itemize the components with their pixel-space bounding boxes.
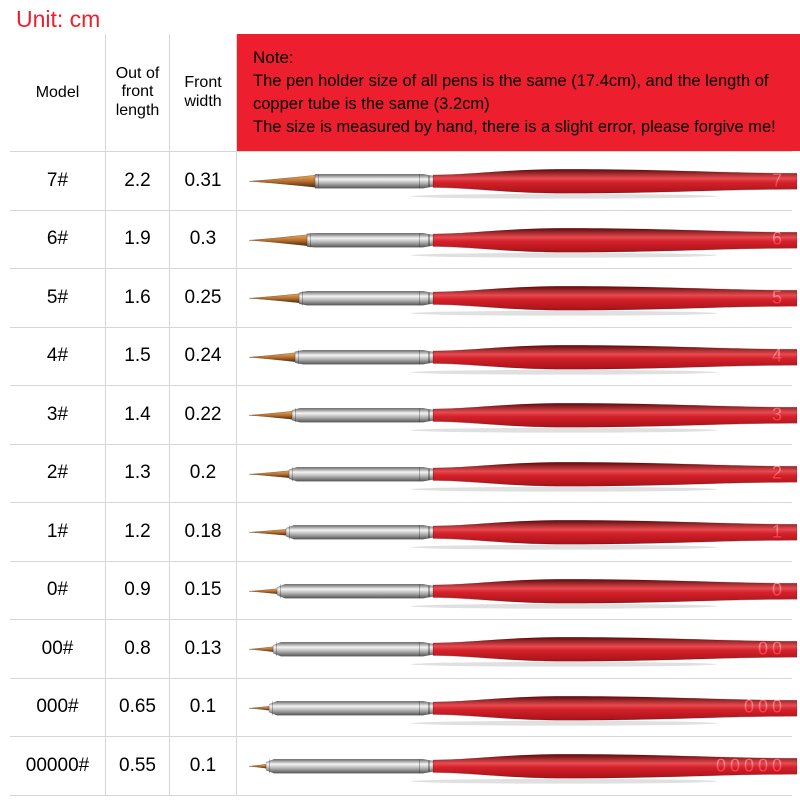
note-label: Note: bbox=[253, 46, 784, 70]
cell-front-width: 0.15 bbox=[170, 562, 237, 620]
cell-model: 3# bbox=[10, 386, 106, 444]
handle-size-label: 3 bbox=[772, 404, 786, 425]
cell-front-width: 0.31 bbox=[170, 152, 237, 210]
brush-icon bbox=[237, 386, 797, 445]
table-body: 7# 2.2 0.31 bbox=[10, 152, 792, 796]
cell-front-length: 0.8 bbox=[106, 620, 170, 678]
table-row: 00# 0.8 0.13 bbox=[10, 620, 792, 679]
cell-model: 5# bbox=[10, 269, 106, 327]
cell-model: 1# bbox=[10, 503, 106, 561]
cell-front-length: 0.65 bbox=[106, 679, 170, 737]
handle-size-label: 4 bbox=[772, 346, 786, 367]
brush-icon bbox=[237, 211, 797, 270]
brush-illustration: 00 bbox=[237, 620, 792, 678]
brush-icon bbox=[237, 620, 797, 679]
brush-illustration: 4 bbox=[237, 328, 792, 386]
cell-front-width: 0.13 bbox=[170, 620, 237, 678]
brush-icon bbox=[237, 562, 797, 621]
note-line-1: The pen holder size of all pens is the s… bbox=[253, 70, 784, 116]
cell-model: 00# bbox=[10, 620, 106, 678]
brush-illustration: 2 bbox=[237, 445, 792, 503]
cell-front-length: 1.5 bbox=[106, 328, 170, 386]
cell-front-length: 1.2 bbox=[106, 503, 170, 561]
cell-front-width: 0.1 bbox=[170, 737, 237, 795]
cell-front-length: 1.6 bbox=[106, 269, 170, 327]
note-box: Note: The pen holder size of all pens is… bbox=[237, 34, 800, 151]
table-row: 7# 2.2 0.31 bbox=[10, 152, 792, 211]
cell-model: 000# bbox=[10, 679, 106, 737]
handle-size-label: 000 bbox=[744, 697, 786, 718]
handle-size-label: 7 bbox=[772, 170, 786, 191]
cell-front-width: 0.1 bbox=[170, 679, 237, 737]
cell-front-length: 2.2 bbox=[106, 152, 170, 210]
cell-front-length: 1.4 bbox=[106, 386, 170, 444]
table-row: 1# 1.2 0.18 bbox=[10, 503, 792, 562]
handle-size-label: 1 bbox=[772, 521, 786, 542]
header-front-width: Front width bbox=[170, 34, 237, 151]
brush-icon bbox=[237, 269, 797, 328]
handle-size-label: 00000 bbox=[716, 755, 786, 776]
unit-label: Unit: cm bbox=[16, 6, 100, 33]
brush-illustration: 0 bbox=[237, 562, 792, 620]
brush-illustration: 1 bbox=[237, 503, 792, 561]
table-row: 4# 1.5 0.24 bbox=[10, 328, 792, 387]
cell-front-length: 0.55 bbox=[106, 737, 170, 795]
note-line-2: The size is measured by hand, there is a… bbox=[253, 116, 784, 139]
cell-front-width: 0.24 bbox=[170, 328, 237, 386]
cell-model: 4# bbox=[10, 328, 106, 386]
cell-model: 7# bbox=[10, 152, 106, 210]
cell-front-width: 0.22 bbox=[170, 386, 237, 444]
table-row: 0# 0.9 0.15 bbox=[10, 562, 792, 621]
table-row: 6# 1.9 0.3 bbox=[10, 211, 792, 270]
brush-illustration: 6 bbox=[237, 211, 792, 269]
cell-model: 0# bbox=[10, 562, 106, 620]
table-row: 000# 0.65 0.1 bbox=[10, 679, 792, 738]
cell-front-width: 0.25 bbox=[170, 269, 237, 327]
table-row: 3# 1.4 0.22 bbox=[10, 386, 792, 445]
cell-model: 6# bbox=[10, 211, 106, 269]
brush-icon bbox=[237, 503, 797, 562]
table-row: 5# 1.6 0.25 bbox=[10, 269, 792, 328]
handle-size-label: 2 bbox=[772, 463, 786, 484]
cell-front-length: 0.9 bbox=[106, 562, 170, 620]
brush-icon bbox=[237, 445, 797, 504]
handle-size-label: 6 bbox=[772, 229, 786, 250]
table-header: Model Out of front length Front width bbox=[10, 34, 237, 151]
cell-model: 00000# bbox=[10, 737, 106, 795]
brush-illustration: 7 bbox=[237, 152, 792, 210]
handle-size-label: 00 bbox=[758, 638, 786, 659]
table-row: 2# 1.3 0.2 bbox=[10, 445, 792, 504]
brush-icon bbox=[237, 679, 797, 738]
brush-icon bbox=[237, 152, 797, 211]
brush-illustration: 00000 bbox=[237, 737, 792, 795]
handle-size-label: 0 bbox=[772, 580, 786, 601]
cell-front-width: 0.18 bbox=[170, 503, 237, 561]
brush-icon bbox=[237, 737, 797, 796]
brush-icon bbox=[237, 328, 797, 387]
brush-illustration: 5 bbox=[237, 269, 792, 327]
cell-front-width: 0.2 bbox=[170, 445, 237, 503]
table-row: 00000# 0.55 0.1 bbox=[10, 737, 792, 796]
cell-front-width: 0.3 bbox=[170, 211, 237, 269]
cell-front-length: 1.3 bbox=[106, 445, 170, 503]
brush-illustration: 000 bbox=[237, 679, 792, 737]
brush-illustration: 3 bbox=[237, 386, 792, 444]
cell-model: 2# bbox=[10, 445, 106, 503]
cell-front-length: 1.9 bbox=[106, 211, 170, 269]
size-chart: { "unit_label": "Unit: cm", "columns": {… bbox=[0, 0, 800, 800]
header-front-length: Out of front length bbox=[106, 34, 170, 151]
handle-size-label: 5 bbox=[772, 287, 786, 308]
header-model: Model bbox=[10, 34, 106, 151]
